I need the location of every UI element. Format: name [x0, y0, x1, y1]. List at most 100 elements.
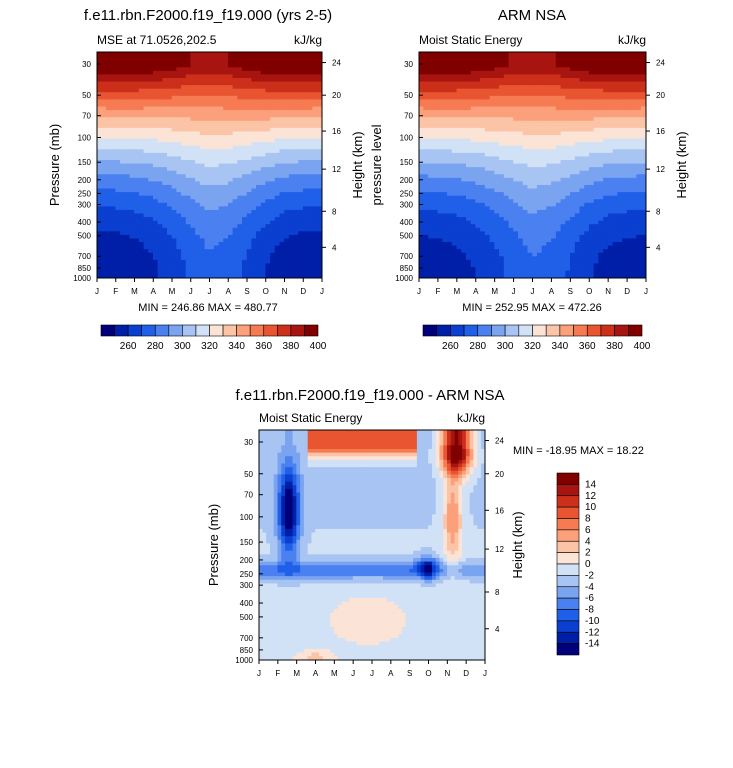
contour-cell: [428, 195, 434, 200]
contour-cell: [97, 85, 102, 90]
contour-cell: [129, 88, 135, 93]
contour-cell: [157, 213, 163, 218]
contour-cell: [284, 213, 290, 218]
contour-cell: [522, 152, 529, 158]
contour-cell: [120, 124, 126, 129]
contour-cell: [451, 74, 458, 79]
contour-cell: [120, 127, 126, 133]
contour-cell: [106, 92, 112, 97]
contour-cell: [560, 227, 566, 232]
contour-cell: [508, 238, 514, 243]
contour-cell: [157, 127, 163, 133]
contour-cell: [536, 113, 543, 118]
contour-cell: [274, 177, 281, 182]
contour-cell: [120, 106, 126, 111]
contour-cell: [451, 95, 458, 100]
contour-cell: [251, 113, 257, 118]
contour-cell: [115, 242, 121, 247]
contour-cell: [489, 106, 495, 111]
contour-cell: [428, 270, 434, 275]
contour-cell: [279, 81, 285, 86]
contour-cell: [242, 152, 248, 158]
contour-cell: [181, 227, 187, 232]
contour-cell: [124, 92, 131, 97]
contour-cell: [176, 81, 182, 86]
contour-cell: [489, 95, 495, 100]
contour-cell: [423, 127, 429, 133]
contour-cell: [124, 238, 131, 243]
contour-cell: [167, 145, 173, 150]
contour-cell: [475, 267, 481, 272]
contour-cell: [195, 202, 201, 207]
contour-cell: [209, 160, 215, 165]
contour-cell: [513, 209, 519, 215]
contour-cell: [480, 99, 486, 104]
contour-cell: [265, 102, 271, 108]
contour-cell: [442, 209, 448, 215]
contour-cell: [106, 263, 112, 268]
contour-cell: [565, 88, 571, 93]
contour-cell: [475, 259, 481, 265]
contour-cell: [508, 85, 514, 90]
contour-cell: [176, 206, 182, 211]
contour-cell: [134, 106, 140, 111]
contour-cell: [470, 242, 477, 247]
contour-cell: [270, 149, 276, 154]
contour-cell: [317, 131, 322, 136]
contour-cell: [442, 256, 448, 261]
contour-cell: [317, 74, 322, 79]
contour-cell: [110, 52, 117, 68]
contour-cell: [242, 234, 248, 240]
contour-cell: [106, 249, 112, 254]
contour-cell: [143, 267, 149, 272]
contour-cell: [213, 231, 220, 236]
contour-cell: [195, 242, 201, 247]
contour-cell: [251, 209, 257, 215]
contour-cell: [312, 202, 318, 207]
contour-cell: [456, 202, 462, 207]
contour-cell: [274, 188, 281, 193]
contour-cell: [419, 156, 425, 161]
contour-cell: [232, 242, 238, 247]
contour-cell: [223, 224, 229, 229]
contour-cell: [209, 184, 215, 190]
contour-cell: [312, 170, 318, 175]
contour-cell: [213, 145, 220, 150]
contour-cell: [265, 120, 271, 125]
contour-cell: [442, 206, 448, 211]
contour-cell: [489, 202, 495, 207]
contour-cell: [171, 217, 177, 222]
contour-cell: [437, 160, 443, 165]
contour-cell: [494, 249, 500, 254]
contour-cell: [218, 145, 224, 150]
contour-cell: [195, 245, 201, 250]
contour-cell: [97, 52, 102, 68]
contour-cell: [513, 167, 519, 172]
contour-cell: [288, 77, 295, 83]
contour-cell: [307, 213, 313, 218]
contour-cell: [124, 213, 131, 218]
contour-cell: [423, 206, 429, 211]
contour-cell: [451, 142, 458, 147]
contour-cell: [148, 188, 154, 193]
contour-cell: [432, 217, 439, 222]
contour-cell: [138, 85, 145, 90]
contour-cell: [97, 195, 102, 200]
contour-cell: [508, 127, 514, 133]
contour-cell: [270, 67, 276, 72]
contour-cell: [555, 117, 562, 122]
contour-cell: [260, 206, 267, 211]
contour-cell: [503, 170, 510, 175]
contour-cell: [513, 170, 519, 175]
contour-cell: [195, 131, 201, 136]
contour-cell: [447, 270, 453, 275]
contour-cell: [101, 234, 107, 240]
contour-cell: [274, 209, 281, 215]
contour-cell: [110, 106, 117, 111]
contour-cell: [480, 249, 486, 254]
contour-cell: [560, 217, 566, 222]
contour-cell: [190, 127, 196, 133]
contour-cell: [451, 252, 458, 257]
contour-cell: [209, 249, 215, 254]
contour-cell: [232, 256, 238, 261]
